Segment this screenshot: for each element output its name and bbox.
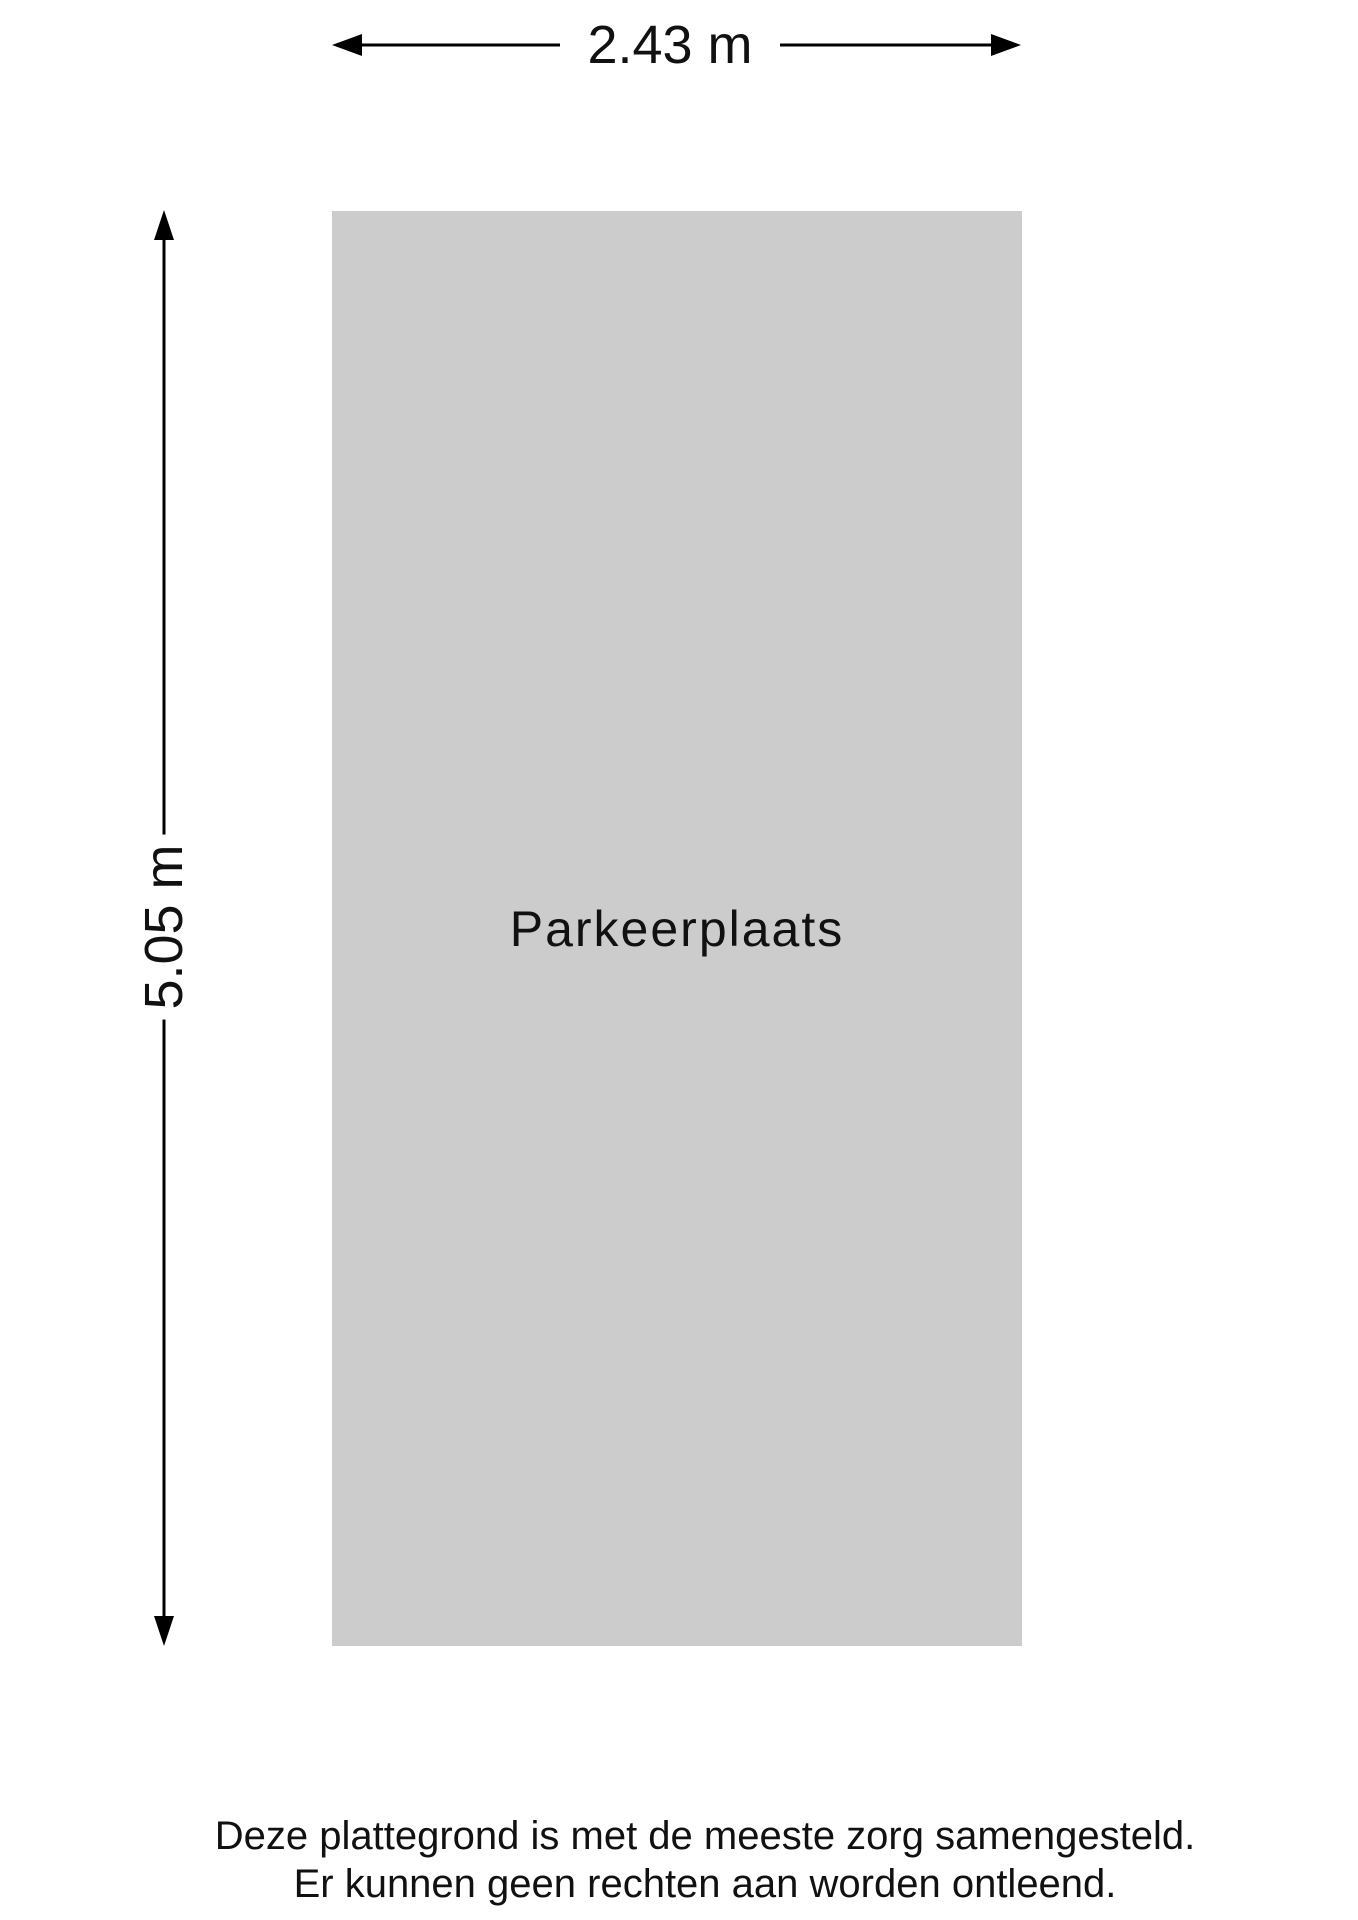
disclaimer-line: Deze plattegrond is met de meeste zorg s… bbox=[214, 1814, 1196, 1858]
width-dimension-label: 2.43 m bbox=[560, 14, 780, 76]
length-dimension-label: 5.05 m bbox=[133, 834, 195, 1020]
disclaimer: Deze plattegrond is met de meeste zorg s… bbox=[0, 1812, 1358, 1908]
disclaimer-line: Er kunnen geen rechten aan worden ontlee… bbox=[293, 1862, 1117, 1906]
room-label: Parkeerplaats bbox=[509, 901, 845, 957]
room-parkeerplaats bbox=[332, 211, 1022, 1646]
